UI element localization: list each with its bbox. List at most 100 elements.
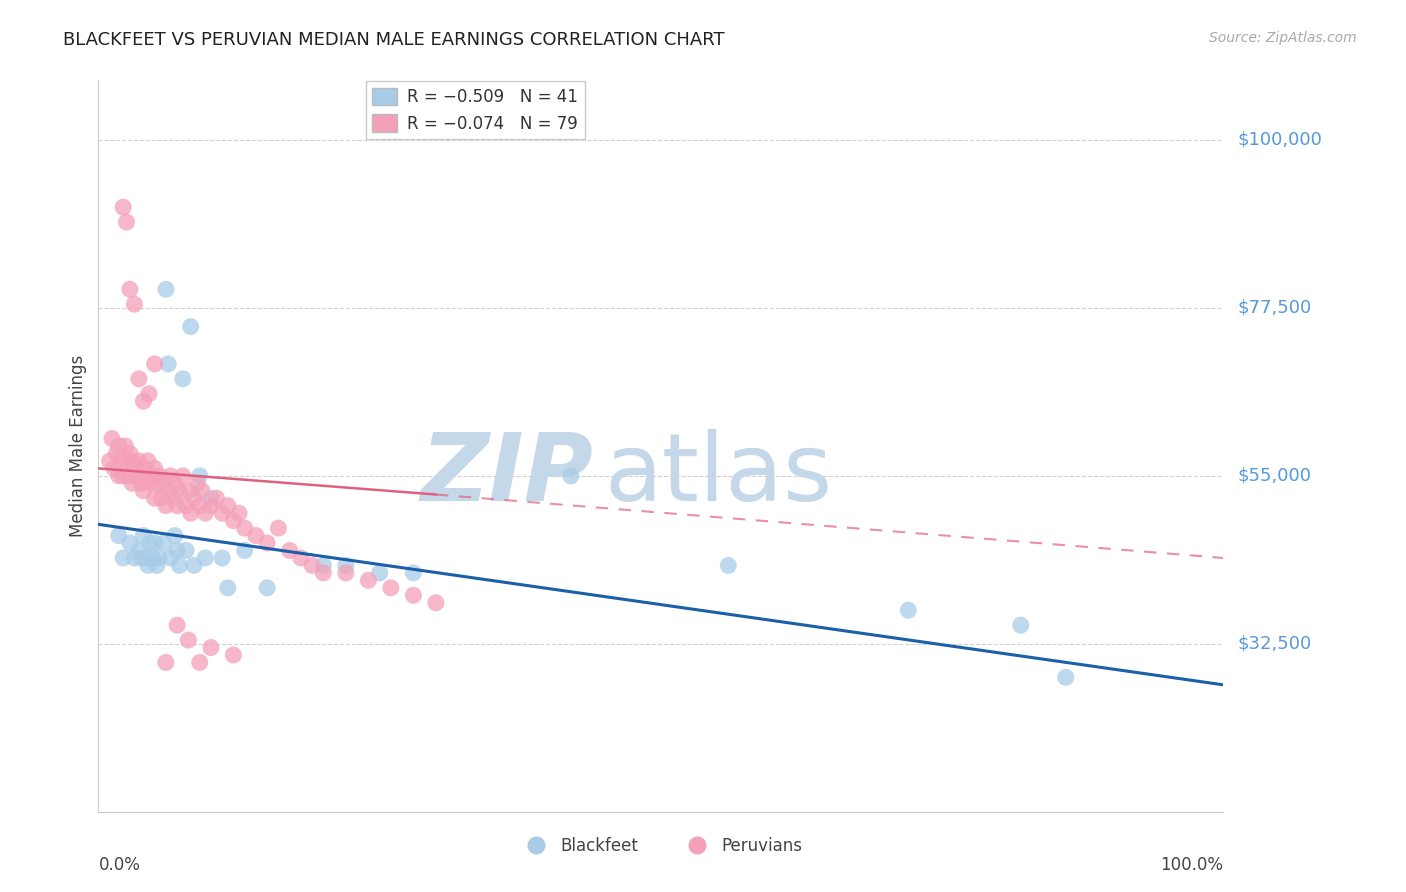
Point [191,483,214,498]
Point [132,483,155,498]
Point [117,454,139,468]
Point [157,357,180,371]
Point [166,543,188,558]
Point [188,656,211,670]
Point [152,476,174,491]
Point [256,536,278,550]
Point [256,581,278,595]
Point [290,551,312,566]
Point [115,215,138,229]
Point [1010,618,1032,632]
Point [157,483,180,498]
Text: Source: ZipAtlas.com: Source: ZipAtlas.com [1209,31,1357,45]
Point [402,588,425,602]
Point [136,454,159,468]
Point [159,468,181,483]
Point [194,506,217,520]
Point [222,514,245,528]
Point [118,468,141,483]
Text: BLACKFEET VS PERUVIAN MEDIAN MALE EARNINGS CORRELATION CHART: BLACKFEET VS PERUVIAN MEDIAN MALE EARNIN… [63,31,725,49]
Text: atlas: atlas [605,429,832,521]
Point [188,468,211,483]
Point [425,596,447,610]
Point [211,551,233,566]
Point [138,386,160,401]
Legend: Blackfeet, Peruvians: Blackfeet, Peruvians [512,830,810,862]
Point [159,551,181,566]
Point [717,558,740,573]
Point [124,461,146,475]
Point [146,558,169,573]
Point [1054,670,1077,684]
Point [188,499,211,513]
Point [110,454,132,468]
Point [335,566,357,580]
Point [312,566,335,580]
Point [143,461,166,475]
Point [228,506,250,520]
Point [135,468,157,483]
Point [155,499,177,513]
Point [155,656,177,670]
Text: $32,500: $32,500 [1237,635,1312,653]
Point [186,476,208,491]
Point [278,543,301,558]
Point [312,558,335,573]
Point [169,558,191,573]
Point [143,536,166,550]
Text: 100.0%: 100.0% [1160,855,1223,873]
Point [166,499,188,513]
Point [155,282,177,296]
Point [172,468,194,483]
Point [245,528,267,542]
Point [267,521,290,535]
Point [150,491,173,506]
Point [112,200,135,214]
Point [112,468,135,483]
Point [217,581,239,595]
Point [136,558,159,573]
Point [380,581,402,595]
Point [233,521,256,535]
Point [148,468,170,483]
Point [169,483,191,498]
Point [183,491,205,506]
Point [183,558,205,573]
Point [200,640,222,655]
Point [897,603,920,617]
Point [128,454,150,468]
Point [141,468,163,483]
Point [118,282,141,296]
Point [121,476,143,491]
Point [152,536,174,550]
Text: $100,000: $100,000 [1237,131,1322,149]
Point [135,551,157,566]
Point [560,468,582,483]
Text: ZIP: ZIP [420,429,593,521]
Point [107,528,129,542]
Point [103,461,125,475]
Point [368,566,391,580]
Point [132,394,155,409]
Point [107,468,129,483]
Point [121,454,143,468]
Text: $55,000: $55,000 [1237,467,1312,485]
Point [200,499,222,513]
Point [112,551,135,566]
Point [132,528,155,542]
Point [180,506,202,520]
Point [114,439,136,453]
Point [163,528,186,542]
Point [128,372,150,386]
Point [141,551,163,566]
Point [217,499,239,513]
Point [166,618,188,632]
Point [205,491,228,506]
Point [174,499,197,513]
Point [148,551,170,566]
Point [174,543,197,558]
Point [335,558,357,573]
Point [357,574,380,588]
Point [101,432,124,446]
Point [177,483,200,498]
